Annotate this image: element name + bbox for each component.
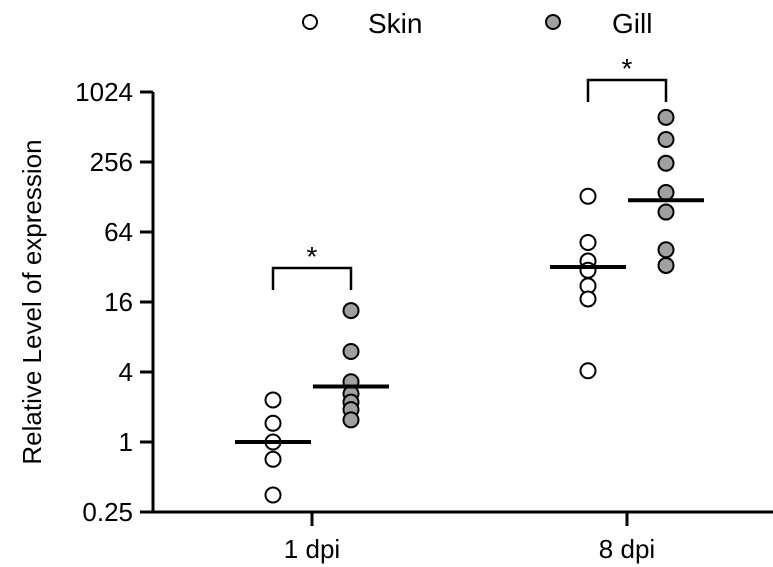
y-tick-label: 16 [104,287,133,317]
significance-star: * [622,53,633,84]
data-point-skin [264,391,282,409]
data-point-skin [579,187,597,205]
data-point-gill [657,130,675,148]
significance-bracket [271,266,353,290]
data-point-gill [657,108,675,126]
data-point-skin [579,233,597,251]
y-tick-label: 4 [119,357,133,387]
y-tick-label: 0.25 [82,497,133,527]
data-point-gill [342,343,360,361]
x-tick-label: 1 dpi [284,534,340,564]
legend-label-gill: Gill [612,8,652,39]
legend-label-skin: Skin [368,8,422,39]
y-tick-label: 64 [104,217,133,247]
data-point-gill [657,203,675,221]
y-tick-label: 1 [119,427,133,457]
x-tick-label: 8 dpi [599,534,655,564]
data-point-gill [657,241,675,259]
legend-marker-gill [545,14,561,30]
data-point-gill [342,411,360,429]
data-point-gill [657,183,675,201]
legend-marker-skin [302,14,318,30]
y-tick-label: 256 [90,147,133,177]
data-point-gill [657,256,675,274]
y-axis-label: Relative Level of expression [17,139,47,464]
data-point-skin [264,486,282,504]
y-ticks: 1024 256 64 16 4 1 0.25 [75,77,153,527]
data-point-skin [579,362,597,380]
data-point-gill [657,154,675,172]
x-ticks: 1 dpi 8 dpi [284,512,655,564]
significance-bracket [586,78,668,102]
annotations: ** [271,53,668,290]
data-point-gill [342,302,360,320]
data-point-skin [264,450,282,468]
significance-star: * [307,241,318,272]
y-tick-label: 1024 [75,77,133,107]
data-point-skin [264,414,282,432]
data-marks [235,108,704,504]
legend: Skin Gill [302,8,652,39]
data-point-skin [579,290,597,308]
